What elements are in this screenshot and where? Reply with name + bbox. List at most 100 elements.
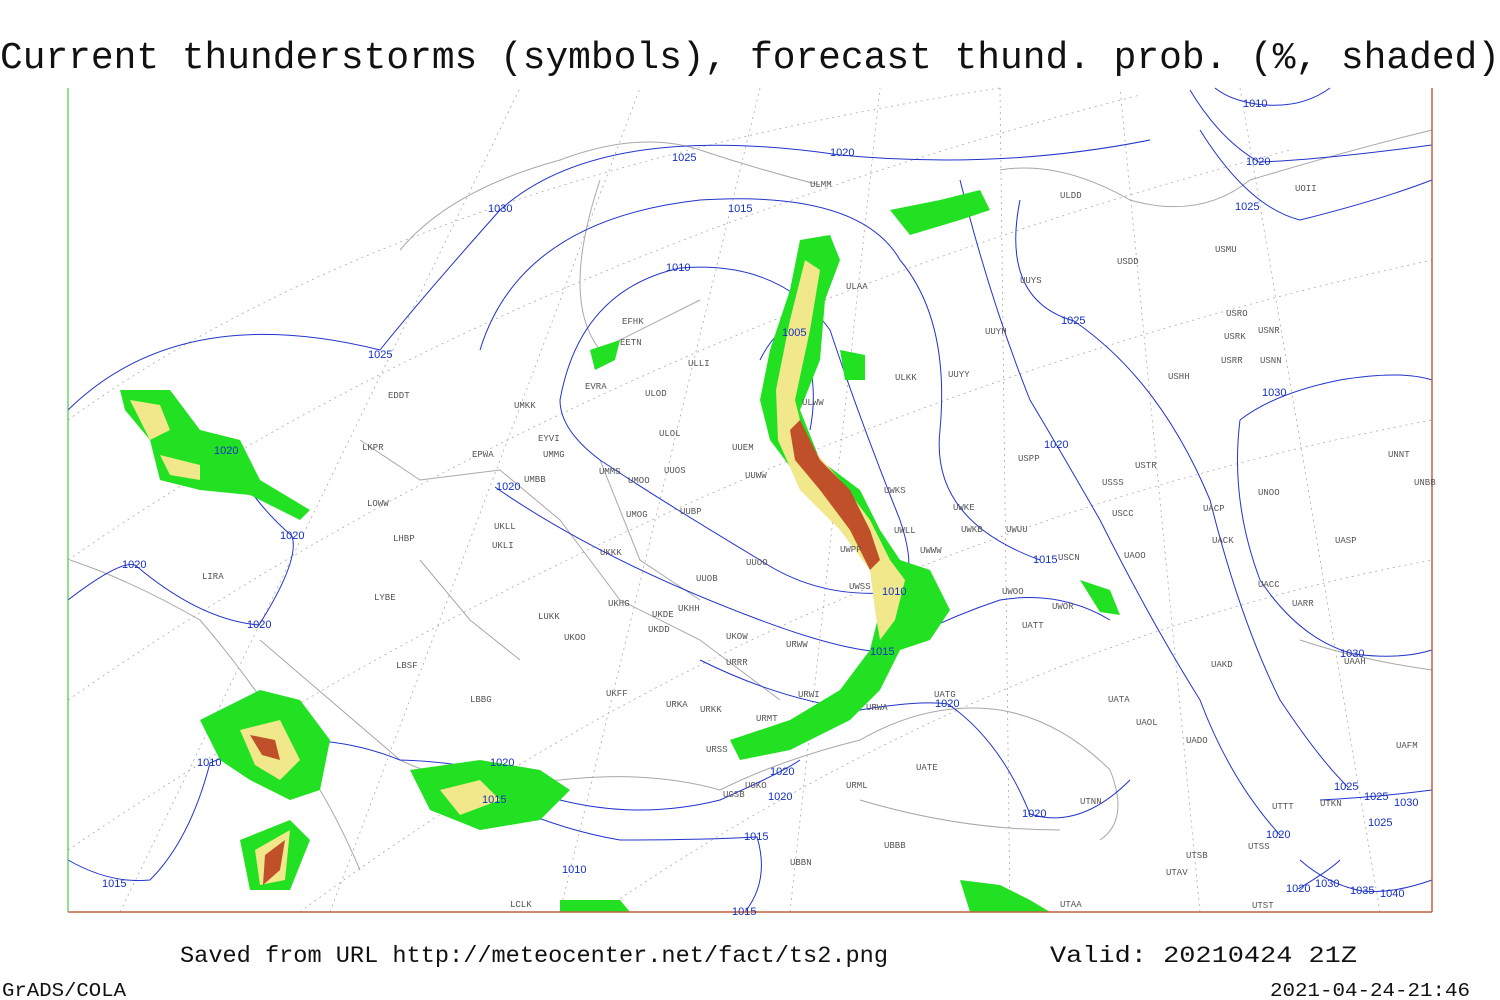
station-label: UTST [1252,901,1274,911]
station-label: UTKN [1320,799,1342,809]
isobar-label: 1015 [870,646,894,658]
station-label: UMBB [524,475,546,485]
isobar-label: 1010 [197,757,221,769]
station-label: UWWW [920,546,942,556]
station-label: UKOW [726,632,748,642]
station-label: EVRA [585,382,607,392]
station-label: UTSS [1248,842,1270,852]
map-frame [67,87,1433,913]
station-label: UWPP [840,545,862,555]
isobar-label: 1025 [1061,315,1085,327]
station-label: URWA [866,703,888,713]
isobar-label: 1020 [490,757,514,769]
isobar-label: 1015 [1033,554,1057,566]
timestamp: 2021-04-24-21:46 [1270,980,1470,1000]
station-label: UWUU [1006,525,1028,535]
station-label: UBBN [790,858,812,868]
software-credit: GrADS/COLA [2,980,127,1000]
station-label: ULDD [1060,191,1082,201]
isobar-label: 1025 [1368,817,1392,829]
station-label: UUOB [696,574,718,584]
station-label: UKDE [652,610,674,620]
isobar-label: 1010 [562,864,586,876]
station-label: UTSB [1186,851,1208,861]
station-label: UUOS [664,466,686,476]
station-label: UWKB [961,525,983,535]
station-label: UMMG [543,450,565,460]
isobar-label: 1020 [1044,439,1068,451]
station-label: UMOG [626,510,648,520]
station-label: URSS [706,745,728,755]
isobar-label: 1010 [882,586,906,598]
map-title: Current thunderstorms (symbols), forecas… [0,37,1500,80]
station-label: UTTT [1272,802,1294,812]
station-labels: ULMM ULDD USDD USMU UOII UUYS ULAA UUYH USRO USRK… [202,180,1436,911]
isobar-label: 1015 [482,794,506,806]
station-label: UTAV [1166,868,1188,878]
isobar-label: 1030 [1315,878,1339,890]
station-label: ULWW [802,398,824,408]
station-label: USPP [1018,454,1040,464]
station-label: EYVI [538,434,560,444]
station-label: URKA [666,700,688,710]
station-label: UAFM [1396,741,1418,751]
station-label: UUWW [745,471,767,481]
station-label: LCLK [510,900,532,910]
station-label: UATE [916,763,938,773]
isobar-label: 1020 [496,481,520,493]
station-label: UUBP [680,507,702,517]
station-label: ULAA [846,282,868,292]
station-label: UNNT [1388,450,1410,460]
station-label: UUYY [948,370,970,380]
isobar-label: 1020 [1022,808,1046,820]
isobar-label: 1025 [1364,791,1388,803]
station-label: UWOO [1002,587,1024,597]
isobar-label: 1010 [1243,98,1267,110]
station-label: EFHK [622,317,644,327]
station-label: UACC [1258,580,1280,590]
station-label: URML [846,781,868,791]
station-label: UKKK [600,548,622,558]
isobar-label: 1030 [1394,797,1418,809]
isobar-label: 1020 [214,445,238,457]
station-label: USSS [1102,478,1124,488]
isobar-label: 1040 [1380,888,1404,900]
station-label: ULKK [895,373,917,383]
station-label: UUYS [1020,276,1042,286]
isobar-label: 1035 [1350,885,1374,897]
isobar-label: 1020 [935,698,959,710]
station-label: LBBG [470,695,492,705]
station-label: UKLL [494,522,516,532]
isobar-label: 1015 [744,831,768,843]
isobar-label: 1020 [1246,156,1270,168]
isobar-label: 1020 [770,766,794,778]
station-label: UAOL [1136,718,1158,728]
station-label: LHBP [393,534,415,544]
station-label: LYBE [374,593,396,603]
station-label: USRK [1224,332,1246,342]
station-label: EDDT [388,391,410,401]
isobar-label: 1025 [1235,201,1259,213]
isobar-label: 1020 [1286,883,1310,895]
station-label: UACK [1212,536,1234,546]
isobar-label: 1015 [728,203,752,215]
station-label: UASP [1335,536,1357,546]
station-label: UWKE [953,503,975,513]
station-label: USTR [1135,461,1157,471]
station-label: USNR [1258,326,1280,336]
source-url: Saved from URL http://meteocenter.net/fa… [180,943,888,969]
station-label: UMKK [514,401,536,411]
station-label: LOWW [367,499,389,509]
station-label: URMT [756,714,778,724]
isobar-label: 1020 [122,559,146,571]
station-label: UNOO [1258,488,1280,498]
station-label: UNBB [1414,478,1436,488]
isobar-label: 1030 [488,203,512,215]
isobar-label: 1025 [368,349,392,361]
station-label: UATT [1022,621,1044,631]
station-label: USCC [1112,509,1134,519]
station-label: USRR [1221,356,1243,366]
station-label: UKDD [648,625,670,635]
station-label: UWOR [1052,602,1074,612]
station-label: UOII [1295,184,1317,194]
